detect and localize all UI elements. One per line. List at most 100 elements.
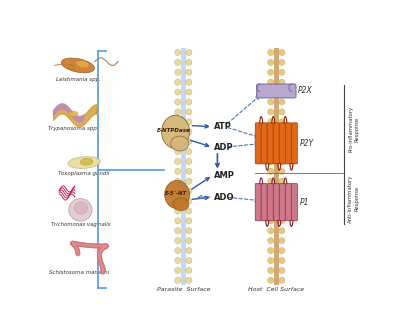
Ellipse shape bbox=[186, 49, 192, 55]
Text: Trichomonas vaginalis: Trichomonas vaginalis bbox=[51, 222, 110, 227]
Text: Anti-inflammatory
Response: Anti-inflammatory Response bbox=[348, 175, 359, 223]
Ellipse shape bbox=[186, 178, 192, 184]
Text: ATP: ATP bbox=[214, 122, 232, 131]
Ellipse shape bbox=[175, 238, 181, 244]
Ellipse shape bbox=[268, 248, 274, 254]
Ellipse shape bbox=[186, 148, 192, 155]
Ellipse shape bbox=[279, 79, 285, 85]
FancyBboxPatch shape bbox=[267, 184, 273, 221]
Ellipse shape bbox=[186, 89, 192, 95]
Ellipse shape bbox=[279, 49, 285, 55]
FancyBboxPatch shape bbox=[257, 84, 296, 98]
Ellipse shape bbox=[175, 148, 181, 155]
Ellipse shape bbox=[80, 158, 93, 165]
Ellipse shape bbox=[279, 267, 285, 274]
Ellipse shape bbox=[175, 158, 181, 164]
Text: P1: P1 bbox=[300, 198, 309, 207]
Ellipse shape bbox=[69, 199, 92, 221]
Ellipse shape bbox=[268, 128, 274, 135]
FancyBboxPatch shape bbox=[292, 123, 297, 164]
Ellipse shape bbox=[279, 138, 285, 145]
Ellipse shape bbox=[175, 138, 181, 145]
FancyBboxPatch shape bbox=[280, 123, 285, 164]
FancyBboxPatch shape bbox=[273, 123, 279, 164]
Ellipse shape bbox=[268, 178, 274, 184]
Ellipse shape bbox=[279, 238, 285, 244]
Ellipse shape bbox=[279, 188, 285, 194]
Text: P2Y: P2Y bbox=[300, 139, 314, 148]
Ellipse shape bbox=[175, 69, 181, 75]
Ellipse shape bbox=[186, 238, 192, 244]
Ellipse shape bbox=[268, 138, 274, 145]
Text: Schistosoma mansoni: Schistosoma mansoni bbox=[49, 270, 110, 275]
Ellipse shape bbox=[175, 267, 181, 274]
Ellipse shape bbox=[279, 208, 285, 214]
Ellipse shape bbox=[279, 218, 285, 224]
Ellipse shape bbox=[175, 277, 181, 284]
Ellipse shape bbox=[268, 148, 274, 155]
Ellipse shape bbox=[279, 148, 285, 155]
Ellipse shape bbox=[61, 58, 94, 73]
Ellipse shape bbox=[279, 89, 285, 95]
Ellipse shape bbox=[268, 277, 274, 284]
Ellipse shape bbox=[279, 248, 285, 254]
Ellipse shape bbox=[279, 178, 285, 184]
Ellipse shape bbox=[175, 248, 181, 254]
Ellipse shape bbox=[162, 115, 190, 148]
Bar bbox=[274, 47, 279, 285]
Text: Pro-inflammatory
Response: Pro-inflammatory Response bbox=[348, 106, 359, 152]
Ellipse shape bbox=[173, 198, 189, 211]
Ellipse shape bbox=[175, 218, 181, 224]
FancyBboxPatch shape bbox=[255, 123, 261, 164]
Text: P2X: P2X bbox=[298, 86, 312, 96]
FancyBboxPatch shape bbox=[292, 184, 297, 221]
Text: Toxoplasma gondii: Toxoplasma gondii bbox=[58, 171, 110, 176]
Ellipse shape bbox=[74, 202, 88, 214]
FancyBboxPatch shape bbox=[267, 123, 273, 164]
Ellipse shape bbox=[268, 218, 274, 224]
Ellipse shape bbox=[268, 188, 274, 194]
Ellipse shape bbox=[268, 158, 274, 164]
Ellipse shape bbox=[268, 89, 274, 95]
Ellipse shape bbox=[175, 119, 181, 125]
Ellipse shape bbox=[268, 79, 274, 85]
Ellipse shape bbox=[279, 228, 285, 234]
Ellipse shape bbox=[268, 168, 274, 174]
Ellipse shape bbox=[268, 228, 274, 234]
Ellipse shape bbox=[268, 267, 274, 274]
Ellipse shape bbox=[186, 69, 192, 75]
Ellipse shape bbox=[279, 277, 285, 284]
Ellipse shape bbox=[186, 188, 192, 194]
Ellipse shape bbox=[175, 178, 181, 184]
Text: Leishmania spp.: Leishmania spp. bbox=[56, 77, 101, 82]
Text: Trypanosoma spp.: Trypanosoma spp. bbox=[48, 126, 98, 131]
FancyBboxPatch shape bbox=[261, 184, 267, 221]
Ellipse shape bbox=[186, 198, 192, 204]
Ellipse shape bbox=[175, 208, 181, 214]
Ellipse shape bbox=[268, 99, 274, 105]
Ellipse shape bbox=[186, 128, 192, 135]
Ellipse shape bbox=[279, 119, 285, 125]
Ellipse shape bbox=[186, 168, 192, 174]
Ellipse shape bbox=[268, 59, 274, 65]
Text: E-NTPDase: E-NTPDase bbox=[157, 128, 191, 133]
Ellipse shape bbox=[279, 158, 285, 164]
Ellipse shape bbox=[175, 168, 181, 174]
Ellipse shape bbox=[268, 49, 274, 55]
Ellipse shape bbox=[279, 198, 285, 204]
Ellipse shape bbox=[186, 79, 192, 85]
Ellipse shape bbox=[268, 257, 274, 264]
Ellipse shape bbox=[268, 238, 274, 244]
Bar bbox=[181, 47, 186, 285]
Ellipse shape bbox=[175, 79, 181, 85]
Text: ADP: ADP bbox=[214, 143, 234, 152]
Ellipse shape bbox=[279, 59, 285, 65]
Ellipse shape bbox=[175, 99, 181, 105]
Ellipse shape bbox=[69, 66, 75, 69]
Ellipse shape bbox=[186, 59, 192, 65]
Ellipse shape bbox=[175, 228, 181, 234]
FancyBboxPatch shape bbox=[286, 184, 291, 221]
Ellipse shape bbox=[279, 109, 285, 115]
FancyBboxPatch shape bbox=[280, 184, 285, 221]
FancyBboxPatch shape bbox=[261, 123, 267, 164]
